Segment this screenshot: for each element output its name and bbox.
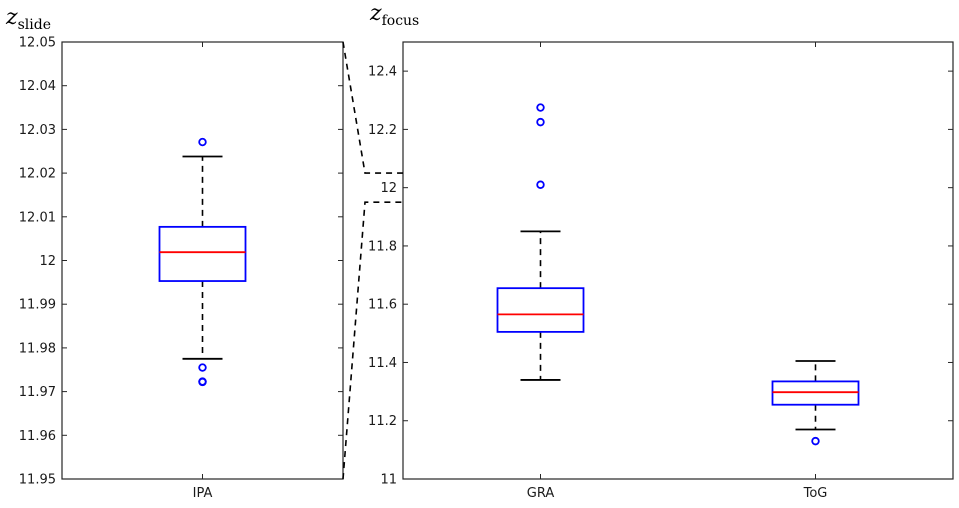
outlier-point bbox=[198, 377, 207, 386]
axes-frame bbox=[402, 41, 954, 480]
x-tick-label: IPA bbox=[193, 486, 213, 501]
svg-text:zslide: zslide bbox=[5, 5, 51, 33]
y-tick-label: 12.2 bbox=[368, 123, 397, 138]
outlier-point bbox=[811, 436, 820, 446]
outlier-point bbox=[198, 363, 207, 372]
iqr-box bbox=[496, 287, 585, 333]
outlier-point bbox=[536, 103, 545, 112]
left-title-symbol: z bbox=[5, 5, 18, 30]
x-tick-label: GRA bbox=[527, 486, 555, 501]
y-tick-label: 12.02 bbox=[19, 167, 56, 182]
y-tick-label: 11.98 bbox=[19, 341, 56, 356]
y-tick-label: 11.4 bbox=[368, 356, 397, 371]
left-title-subscript: slide bbox=[18, 17, 51, 33]
right-title-subscript: focus bbox=[382, 13, 420, 29]
right-title-symbol: z bbox=[369, 1, 382, 26]
focus-panel: 11 11.2 11.4 11.6 11.8 12 12.2 12.4 GRA ToG bbox=[368, 41, 954, 501]
outlier-point bbox=[198, 137, 207, 147]
slide-panel: 11.95 11.96 11.97 11.98 11.99 12 12.01 12.02 12.… bbox=[19, 36, 344, 501]
axes-frame bbox=[61, 41, 344, 480]
y-tick-label: 11.95 bbox=[19, 473, 56, 488]
zoom-connector bbox=[342, 41, 403, 480]
y-tick-label: 11.96 bbox=[19, 429, 56, 444]
y-tick-label: 12.4 bbox=[368, 65, 397, 80]
zoom-line-upper bbox=[342, 41, 403, 174]
y-tick-label: 12.05 bbox=[19, 36, 56, 51]
iqr-box bbox=[158, 225, 247, 282]
y-tick-label: 11.6 bbox=[368, 298, 397, 313]
y-tick-label: 11.99 bbox=[19, 298, 56, 313]
outlier-point bbox=[536, 180, 545, 189]
y-tick-label: 12 bbox=[39, 254, 56, 269]
y-tick-label: 12 bbox=[380, 181, 397, 196]
y-tick-label: 12.03 bbox=[19, 123, 56, 138]
y-tick-label: 11 bbox=[380, 473, 397, 488]
y-tick-label: 12.01 bbox=[19, 210, 56, 225]
zoom-line-lower bbox=[342, 201, 403, 480]
y-tick-label: 11.97 bbox=[19, 385, 56, 400]
y-tick-label: 11.2 bbox=[368, 414, 397, 429]
svg-text:zfocus: zfocus bbox=[369, 1, 419, 29]
y-tick-label: 12.04 bbox=[19, 79, 56, 94]
x-tick-label: ToG bbox=[803, 486, 828, 501]
y-tick-label: 11.8 bbox=[368, 239, 397, 254]
outlier-point bbox=[536, 117, 545, 127]
